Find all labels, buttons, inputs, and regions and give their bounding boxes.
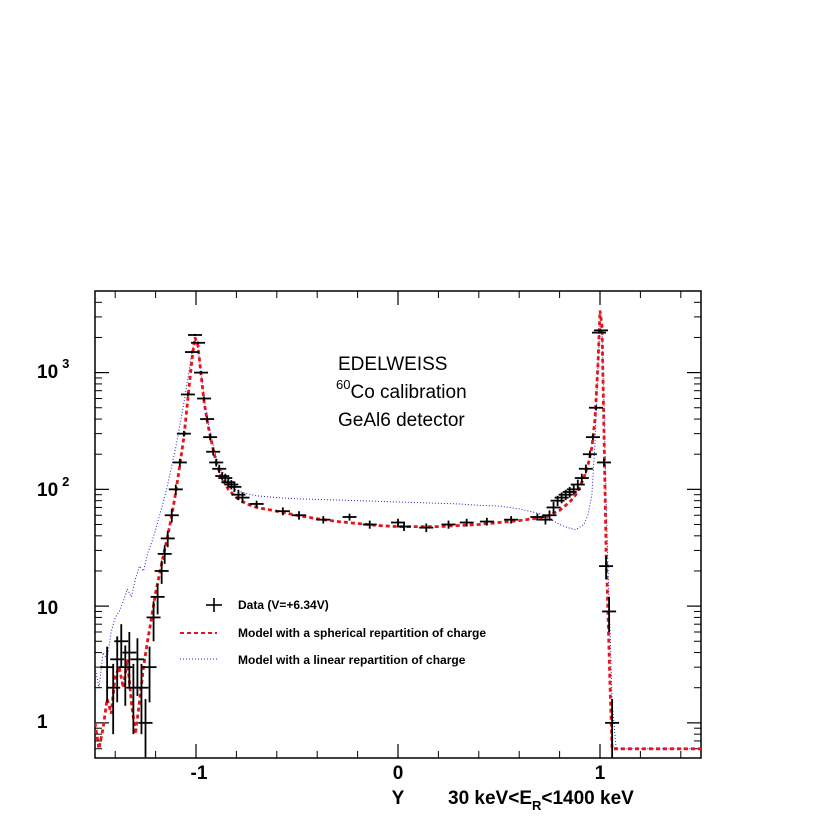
data-point [122,632,137,688]
data-point [275,507,290,516]
data-point [200,416,215,422]
annotation-source: 60Co calibration [336,377,467,403]
data-point [479,517,494,526]
legend-entry-linear: Model with a linear repartition of charg… [238,653,466,667]
data-point [397,522,412,531]
data-point [142,646,157,703]
data-point [197,396,212,401]
data-point [574,473,589,483]
data-point [316,516,331,524]
data-point [546,501,561,514]
data-point [591,331,606,334]
annotation-experiment: EDELWEISS [338,354,447,375]
data-point [203,434,218,441]
data-point [100,646,115,703]
data-point [184,350,199,354]
y-tick-label: 10 [37,598,58,619]
y-tick-exponent: 2 [62,474,69,489]
data-point [168,484,183,495]
legend-entry-data: Data (V=+6.34V) [238,598,329,612]
data-point [249,500,264,508]
data-point [164,508,179,523]
data-point [594,329,609,332]
y-tick-exponent: 3 [62,356,69,371]
x-tick-label: 1 [595,763,606,784]
data-point [215,471,230,481]
data-point [209,458,224,467]
annotation-superscript: 60 [336,377,350,392]
series-spherical [95,310,701,751]
data-point [176,430,191,437]
data-point [605,699,620,758]
y-tick-label: 10 2 [37,474,69,501]
data-point [187,333,202,337]
data-point [597,458,612,467]
data-point [362,520,377,529]
data-point [218,473,233,483]
data-point [588,405,603,411]
data-point [191,341,206,344]
data-point [391,518,405,527]
data-point [130,638,145,696]
x-tick-label: -1 [191,763,208,784]
data-point [221,478,236,487]
data-point [146,601,161,642]
data-point [582,450,597,458]
data-point [459,518,474,527]
legend-marker-data [206,598,222,612]
data-point [441,520,456,529]
series-data [100,329,620,758]
data-point [212,464,227,474]
annotation-source-text: Co calibration [350,382,466,403]
data-point [602,596,617,633]
annotation-detector: GeAl6 detector [338,410,465,431]
series-line-spherical [95,310,701,751]
data-point [235,492,250,504]
data-point [194,371,209,375]
data-point [292,511,307,520]
legend: Data (V=+6.34V) Model with a spherical r… [180,598,486,667]
data-point [138,699,153,758]
data-point [157,545,172,564]
x-label-prefix: 30 keV<E [448,788,532,809]
data-point [180,392,195,397]
x-axis-label: Y [392,788,405,809]
data-point [160,530,175,548]
data-point [154,560,169,584]
data-point [150,583,165,615]
data-point [114,624,129,668]
data-point [578,464,593,474]
data-point [599,555,614,580]
y-tick-base: 10 [37,480,58,501]
data-point [570,479,585,490]
x-tick-label: 0 [393,763,404,784]
axis-ticks [95,290,701,759]
y-tick-label: 1 [37,712,48,733]
x-axis-range-label: 30 keV<ER<1400 keV [448,788,634,813]
y-tick-label: 10 3 [37,356,69,383]
x-label-subscript: R [532,798,542,813]
data-point [530,513,545,521]
data-point [585,434,600,441]
data-point [227,482,242,492]
y-tick-base: 10 [37,362,58,383]
data-point [504,516,519,524]
data-point [419,523,434,533]
data-point [342,513,357,521]
x-label-suffix: <1400 keV [541,788,634,809]
data-point [172,458,187,467]
legend-entry-spherical: Model with a spherical repartition of ch… [238,626,486,640]
data-point [206,448,221,456]
data-point [542,510,557,521]
data-point [224,480,239,490]
